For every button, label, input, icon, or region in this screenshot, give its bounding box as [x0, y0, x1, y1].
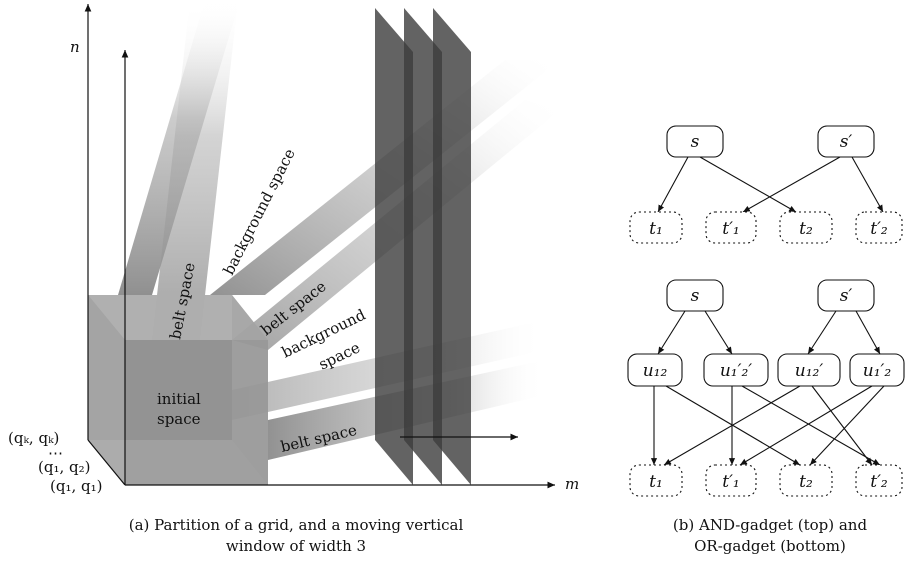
window-plane-2	[404, 8, 442, 485]
window-plane-3	[433, 8, 471, 485]
node-u1p2-label: u₁′₂	[863, 361, 892, 381]
node-u1p2p-label: u₁′₂′	[720, 361, 752, 381]
corner-label-dots: ⋯	[48, 444, 63, 462]
node-t2-label: t₂	[799, 472, 813, 492]
node-s-prime-label: s′	[840, 286, 853, 306]
n-axis-label: n	[70, 38, 80, 56]
node-u1p2	[849, 353, 905, 387]
node-t2-label: t₂	[799, 219, 813, 239]
node-s-prime-label: s′	[840, 132, 853, 152]
corner-label-q1q1: (q₁, q₁)	[50, 477, 102, 495]
initial-space-top	[88, 295, 268, 340]
node-t1-prime-label: t′₁	[722, 472, 740, 492]
edge	[807, 310, 837, 355]
node-t1-label: t₁	[649, 472, 663, 492]
gadget-diagrams: s s′ t₁ t′₁ t₂ t′₂	[627, 125, 905, 555]
node-t1	[629, 464, 683, 497]
node-s	[666, 279, 724, 312]
node-s-label: s	[691, 286, 700, 306]
corner-label-q1q2: (q₁, q₂)	[38, 458, 90, 476]
node-u12	[627, 353, 683, 387]
or-gadget: s s′ u₁₂ u₁′₂′ u₁₂′ u₁′₂ t₁ t′₁ t₂ t′₂	[627, 279, 905, 497]
window-plane-1	[375, 8, 413, 485]
vertical-belt-front	[152, 0, 238, 340]
initial-space-side	[88, 295, 125, 485]
initial-space-label-2: space	[157, 410, 201, 428]
node-u12p-label: u₁₂′	[795, 361, 824, 381]
node-t2	[779, 464, 833, 497]
edge	[742, 156, 841, 213]
edge	[741, 385, 881, 466]
node-t1	[629, 211, 683, 244]
edge	[809, 385, 885, 466]
node-t2-prime-label: t′₂	[870, 472, 888, 492]
edge	[811, 385, 873, 466]
edge	[699, 156, 797, 213]
edge	[739, 385, 873, 466]
node-u12-label: u₁₂	[643, 361, 668, 381]
node-s-prime	[817, 125, 875, 158]
edge	[657, 156, 689, 213]
edge	[663, 385, 801, 466]
caption-b-line2: OR-gadget (bottom)	[694, 537, 846, 555]
node-t2-prime	[855, 211, 903, 244]
node-t2-prime-label: t′₂	[870, 219, 888, 239]
corner-label-qk: (qₖ, qₖ)	[8, 429, 59, 447]
caption-a-line1: (a) Partition of a grid, and a moving ve…	[129, 516, 464, 534]
initial-space-label-1: initial	[157, 390, 201, 408]
node-u12p	[777, 353, 841, 387]
node-s-label: s	[691, 132, 700, 152]
node-s	[666, 125, 724, 158]
depth-axis	[87, 439, 126, 486]
edge	[855, 310, 881, 355]
caption-b-line1: (b) AND-gadget (top) and	[673, 516, 868, 534]
edge	[657, 310, 686, 355]
and-gadget: s s′ t₁ t′₁ t₂ t′₂	[629, 125, 903, 244]
node-t1-prime	[705, 464, 757, 497]
edge	[704, 310, 733, 355]
node-t1-prime-label: t′₁	[722, 219, 740, 239]
grid-partition-diagram: n m (qₖ, qₖ) ⋯ (q₁, q₂) (q₁, q₁) initial…	[8, 0, 579, 555]
node-t1-label: t₁	[649, 219, 663, 239]
node-s-prime	[817, 279, 875, 312]
m-axis-label: m	[565, 475, 579, 493]
node-t2	[779, 211, 833, 244]
initial-space-right	[232, 295, 268, 485]
caption-a-line2: window of width 3	[226, 537, 366, 555]
node-t1-prime	[705, 211, 757, 244]
vertical-window	[375, 8, 471, 485]
node-t2-prime	[855, 464, 903, 497]
node-u1p2p	[703, 353, 769, 387]
edge	[851, 156, 884, 213]
